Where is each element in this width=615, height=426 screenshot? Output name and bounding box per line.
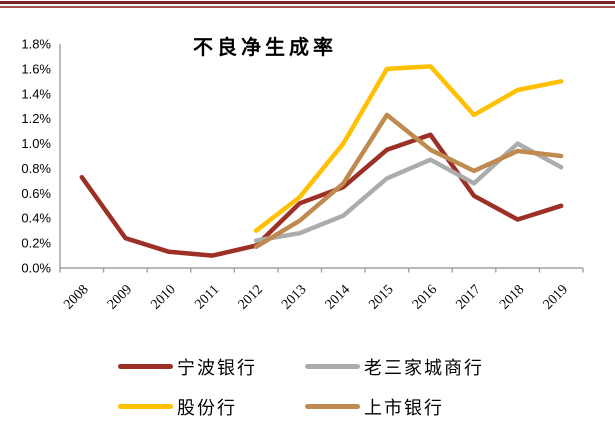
top-border-dark-line	[0, 1, 615, 4]
legend-swatch-2	[118, 404, 173, 409]
x-tick-label: 2014	[323, 282, 353, 312]
legend-item-1: 老三家城商行	[305, 354, 484, 379]
x-tick-label: 2011	[192, 282, 222, 312]
y-axis-labels: 0.0% 0.2% 0.4% 0.6% 0.8% 1.0% 1.2% 1.4% 1.6% 1.8%	[21, 37, 51, 276]
y-tick-label: 1.0%	[21, 136, 51, 151]
legend-label-1: 老三家城商行	[364, 357, 484, 378]
x-tick-label: 2008	[61, 282, 91, 312]
legend-label-2: 股份行	[177, 397, 237, 418]
series-line-1	[253, 141, 564, 243]
legend-swatch-0	[118, 364, 173, 369]
x-tick-label: 2013	[279, 282, 309, 312]
y-tick-label: 0.4%	[21, 211, 51, 226]
series-line-2	[253, 64, 564, 233]
legend-swatch-3	[305, 404, 360, 409]
legend-item-3: 上市银行	[305, 394, 484, 419]
series-lines	[79, 64, 564, 258]
chart-title: 不良净生成率	[193, 37, 337, 59]
top-border-light-line	[0, 6, 615, 8]
y-tick-label: 0.2%	[21, 236, 51, 251]
x-tick-label: 2015	[366, 282, 396, 312]
legend-label-0: 宁波银行	[177, 357, 257, 378]
y-tick-label: 0.6%	[21, 186, 51, 201]
y-tick-label: 0.0%	[21, 261, 51, 276]
legend-swatch-1	[305, 364, 360, 369]
series-line-0	[79, 132, 564, 258]
x-axis-labels: 2008 2009 2010 2011 2012 2013 2014 2015 2016 2017…	[61, 282, 571, 312]
x-tick-label: 2018	[497, 282, 527, 312]
legend-item-2: 股份行	[118, 394, 305, 419]
legend-label-3: 上市银行	[364, 397, 444, 418]
chart-legend: 宁波银行 老三家城商行股份行 上市银行	[118, 354, 484, 419]
x-tick-label: 2019	[541, 282, 571, 312]
y-tick-label: 0.8%	[21, 161, 51, 176]
x-tick-label: 2017	[453, 282, 483, 312]
axes	[59, 44, 584, 273]
series-line-3	[253, 112, 564, 250]
y-tick-label: 1.6%	[21, 61, 51, 76]
x-tick-label: 2012	[236, 282, 266, 312]
y-tick-label: 1.8%	[21, 37, 51, 52]
x-tick-label: 2010	[148, 282, 178, 312]
y-tick-label: 1.2%	[21, 111, 51, 126]
x-tick-label: 2009	[105, 282, 135, 312]
y-tick-label: 1.4%	[21, 86, 51, 101]
legend-item-0: 宁波银行	[118, 354, 305, 379]
x-tick-label: 2016	[410, 282, 440, 312]
